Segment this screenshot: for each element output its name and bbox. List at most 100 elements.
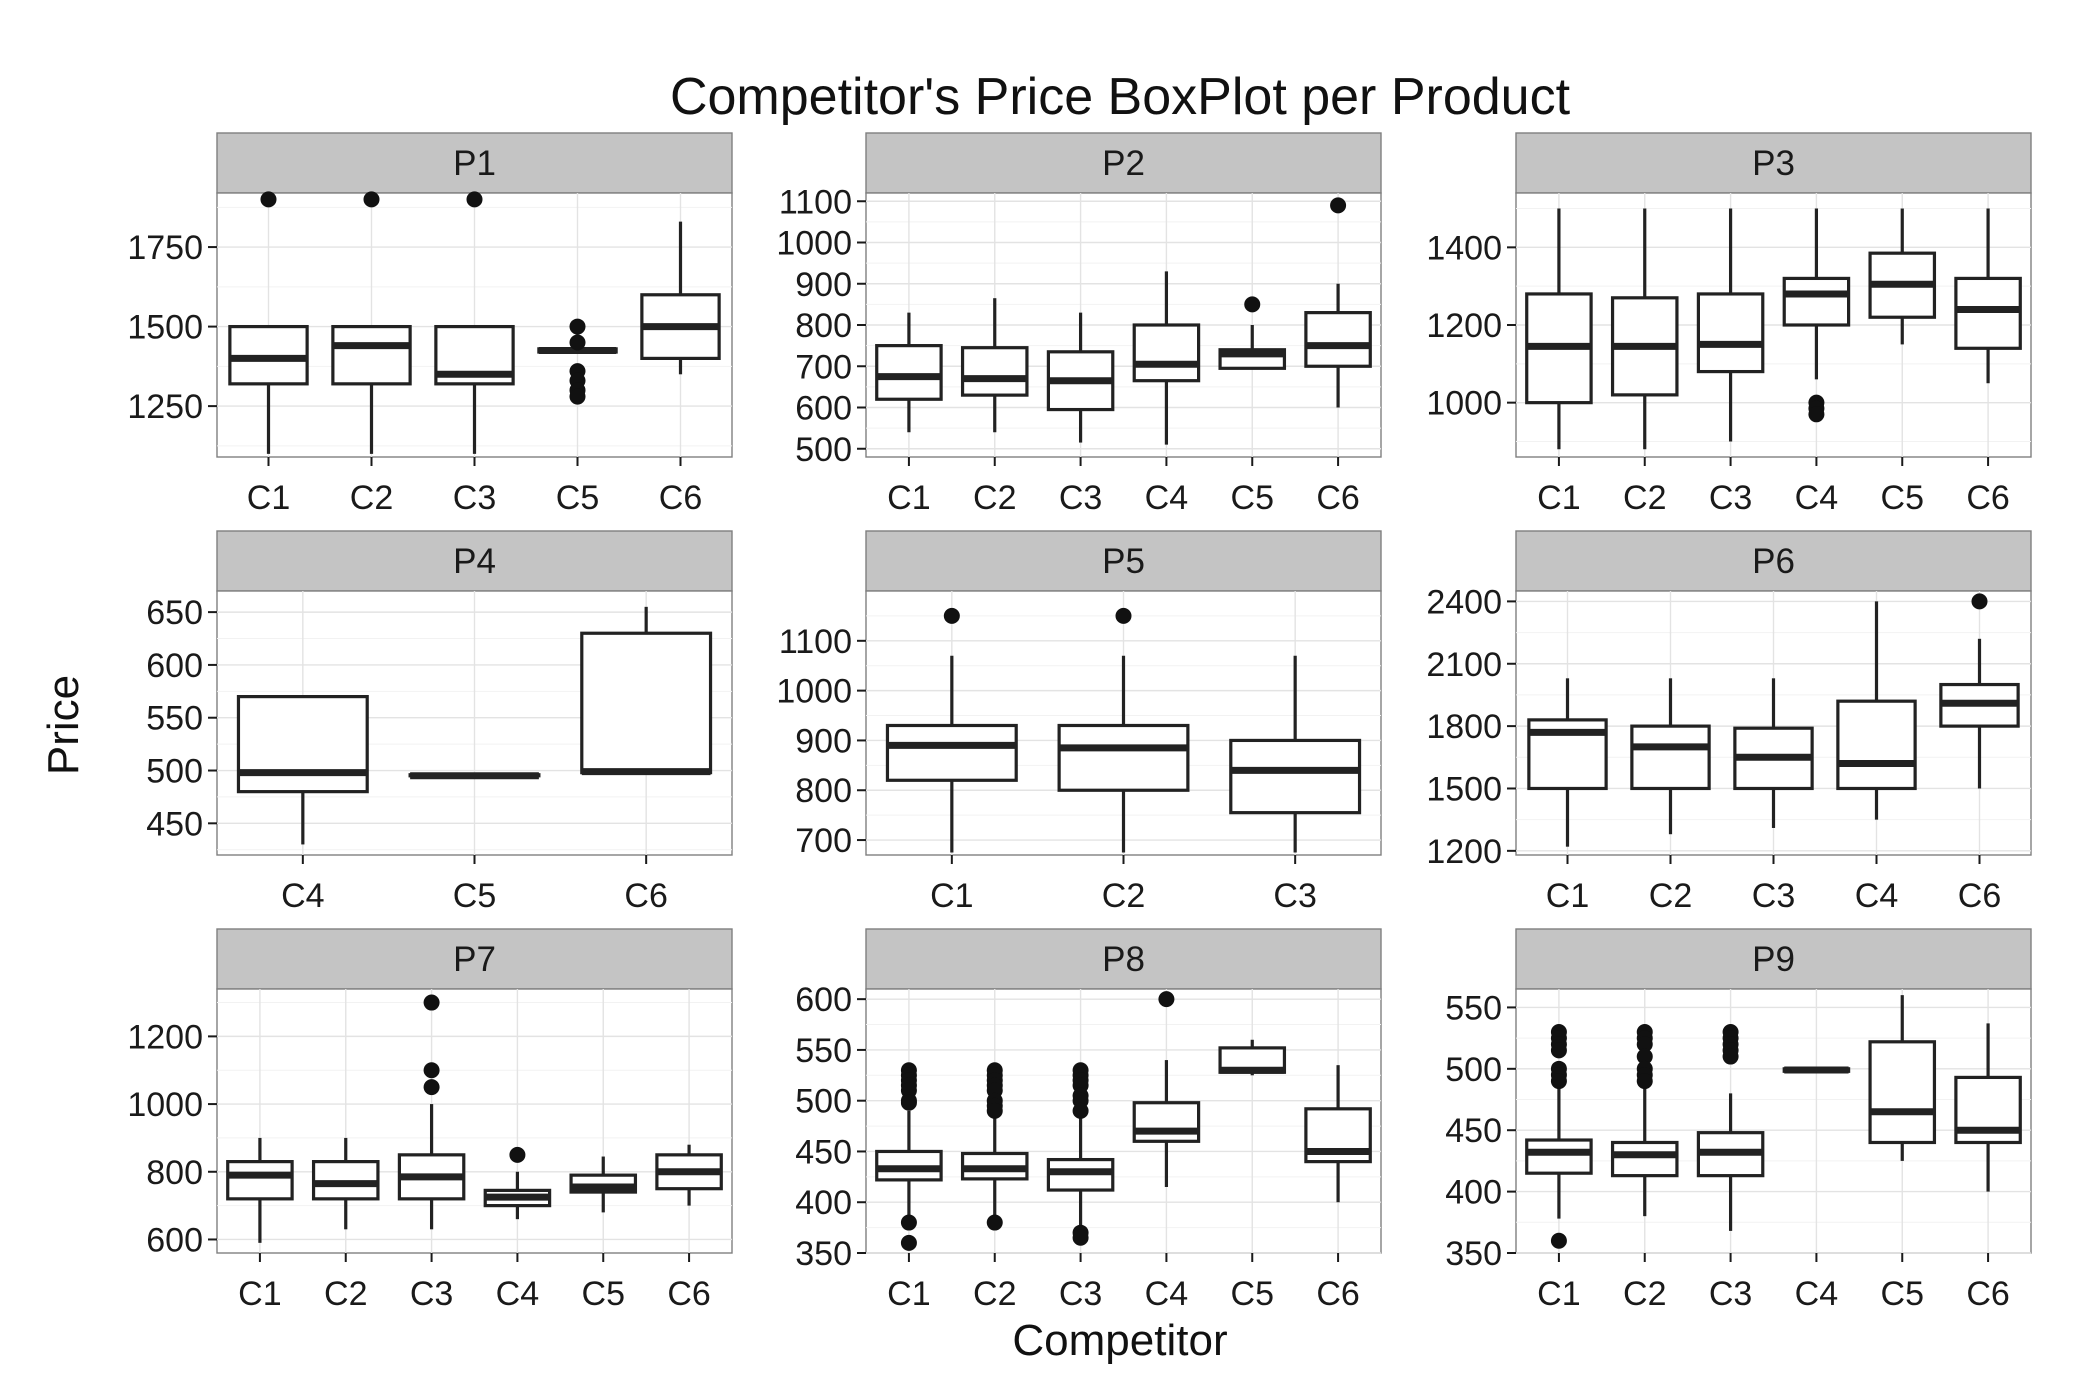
outlier-point — [986, 1102, 1003, 1119]
box-iqr — [580, 631, 713, 775]
y-tick-label: 1750 — [127, 229, 203, 267]
facet-strip-label: P8 — [1102, 940, 1145, 979]
x-tick-label: C6 — [659, 479, 702, 517]
box-iqr — [1525, 1138, 1593, 1175]
box-iqr — [885, 723, 1018, 782]
box-c3 — [1696, 208, 1765, 442]
y-tick-label: 2400 — [1426, 583, 1502, 621]
outlier-point — [900, 1234, 917, 1251]
y-tick-label: 600 — [146, 1221, 203, 1259]
x-tick-label: C6 — [1316, 1275, 1359, 1313]
chart-title: Competitor's Price BoxPlot per Product — [670, 68, 1571, 126]
x-tick-label: C2 — [1623, 1275, 1666, 1313]
y-tick-label: 800 — [795, 307, 852, 345]
outlier-point — [1636, 1048, 1653, 1065]
box-c3 — [1046, 312, 1115, 443]
facet-strip — [1515, 530, 2032, 592]
box-c4 — [236, 694, 369, 845]
box-c1 — [226, 1137, 294, 1243]
box-c1 — [1527, 678, 1608, 847]
x-tick-label: C3 — [1709, 479, 1752, 517]
outlier-point — [943, 607, 960, 624]
box-c3 — [434, 191, 515, 454]
box-c1 — [885, 607, 1018, 853]
box-iqr — [1610, 1140, 1679, 1178]
y-tick-label: 600 — [795, 390, 852, 428]
box-c4 — [1836, 601, 1917, 820]
facet-strip — [865, 530, 1382, 592]
box-c6 — [640, 221, 721, 375]
box-c1 — [228, 191, 309, 454]
facet-strip-label: P6 — [1752, 542, 1795, 581]
box-iqr — [1132, 1101, 1201, 1143]
box-c3 — [397, 994, 466, 1230]
x-tick-label: C1 — [238, 1275, 281, 1313]
facet-strip-label: P3 — [1752, 144, 1795, 183]
x-tick-label: C4 — [1855, 877, 1898, 915]
x-tick-label: C6 — [667, 1275, 710, 1313]
y-tick-label: 1500 — [127, 309, 203, 347]
box-c5 — [537, 318, 618, 405]
x-tick-label: C6 — [1966, 479, 2009, 517]
y-tick-label: 1000 — [776, 673, 852, 711]
outlier-point — [1550, 1042, 1567, 1059]
x-tick-label: C2 — [973, 1275, 1016, 1313]
y-tick-label: 500 — [1445, 1051, 1502, 1089]
y-tick-label: 1250 — [127, 388, 203, 426]
y-tick-label: 500 — [146, 753, 203, 791]
y-tick-label: 450 — [1445, 1112, 1502, 1150]
outlier-point — [423, 1062, 440, 1079]
facet-strip — [865, 928, 1382, 990]
y-tick-label: 600 — [795, 981, 852, 1019]
x-tick-label: C4 — [281, 877, 324, 915]
box-c6 — [580, 606, 713, 776]
box-c3 — [1229, 655, 1362, 853]
box-c1 — [1525, 1023, 1593, 1249]
y-tick-label: 650 — [146, 594, 203, 632]
x-tick-label: C5 — [453, 877, 496, 915]
box-iqr — [1057, 723, 1190, 792]
outlier-point — [1244, 296, 1261, 313]
box-iqr — [331, 324, 412, 386]
outlier-point — [900, 1214, 917, 1231]
x-tick-label: C1 — [1537, 1275, 1580, 1313]
y-tick-label: 400 — [1445, 1174, 1502, 1212]
box-c4 — [1782, 208, 1851, 423]
y-tick-label: 800 — [795, 772, 852, 810]
facet-panel-p3: P3 1000 1200 1400 C1 C2 C3 C4 C5 C6 — [1426, 132, 2032, 517]
box-c4 — [1782, 1066, 1851, 1074]
box-iqr — [1696, 292, 1765, 374]
y-tick-label: 1200 — [1426, 307, 1502, 345]
outlier-point — [569, 318, 586, 335]
x-tick-label: C6 — [1966, 1275, 2009, 1313]
box-iqr — [1836, 699, 1917, 791]
outlier-point — [363, 191, 380, 208]
y-tick-label: 900 — [795, 722, 852, 760]
box-c6 — [1304, 1065, 1372, 1203]
box-iqr — [1630, 724, 1711, 791]
y-tick-label: 500 — [795, 1083, 852, 1121]
box-c3 — [1696, 1023, 1765, 1231]
y-tick-label: 1000 — [127, 1086, 203, 1124]
y-tick-label: 2100 — [1426, 646, 1502, 684]
y-tick-label: 700 — [795, 348, 852, 386]
x-tick-label: C3 — [410, 1275, 453, 1313]
box-c5 — [1218, 296, 1287, 370]
y-tick-label: 800 — [146, 1154, 203, 1192]
box-c5 — [1218, 1039, 1287, 1076]
facet-panel-p1: P1 1250 1500 1750 C1 C2 C3 C5 C6 — [127, 132, 733, 517]
box-iqr — [236, 694, 369, 794]
box-c6 — [655, 1144, 723, 1206]
x-tick-label: C2 — [350, 479, 393, 517]
box-c5 — [408, 772, 541, 780]
box-iqr — [960, 346, 1029, 397]
box-iqr — [1782, 276, 1851, 327]
outlier-point — [569, 334, 586, 351]
box-iqr — [875, 344, 943, 401]
y-tick-label: 600 — [146, 647, 203, 685]
box-c3 — [1733, 678, 1814, 828]
facet-panel-p4: P4 450 500 550 600 650 C4 C5 C6 — [146, 530, 733, 915]
box-c5 — [1868, 208, 1937, 345]
x-tick-label: C1 — [887, 479, 930, 517]
